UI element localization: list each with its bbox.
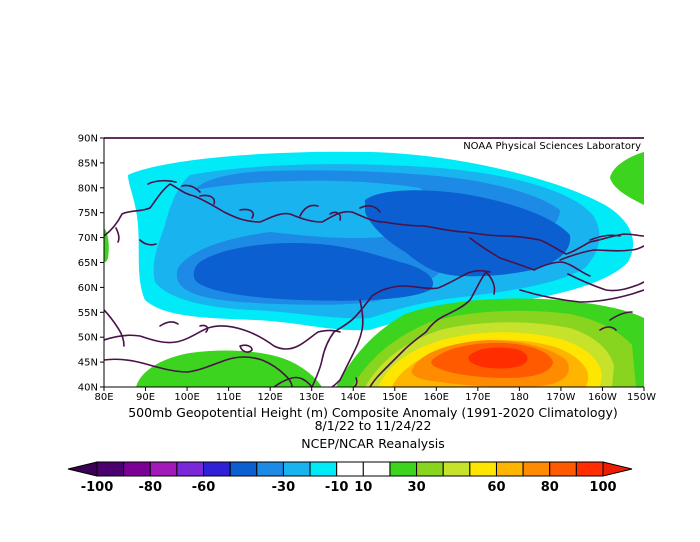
colorbar-swatch — [469, 461, 497, 477]
latitude-tick-label: 50N — [78, 333, 98, 344]
longitude-tick-label: 180 — [510, 392, 529, 403]
longitude-tick-label: 170E — [465, 392, 490, 403]
colorbar-swatch — [575, 461, 604, 477]
colorbar-swatch — [389, 461, 418, 477]
longitude-tick-label: 80E — [94, 392, 113, 403]
latitude-tick-label: 90N — [78, 134, 98, 145]
latitude-tick-label: 65N — [78, 258, 98, 269]
longitude-tick-label: 160E — [424, 392, 449, 403]
longitude-tick-label: 90E — [136, 392, 155, 403]
colorbar-label: 60 — [487, 480, 505, 495]
longitude-tick-label: 120E — [257, 392, 282, 403]
colorbar-swatch — [256, 461, 284, 477]
colorbar-right-cap — [602, 461, 633, 477]
longitude-tick-label: 150W — [627, 392, 656, 403]
colorbar-left-cap — [67, 461, 98, 477]
colorbar-swatch — [416, 461, 444, 477]
date-range: 8/1/22 to 11/24/22 — [315, 418, 432, 433]
longitude-tick-label: 100E — [174, 392, 199, 403]
coastlines — [104, 179, 644, 387]
latitude-tick-label: 40N — [78, 383, 98, 394]
colorbar-label: 100 — [589, 480, 616, 495]
longitude-tick-label: 110E — [216, 392, 241, 403]
latitude-axis: 90N 85N 80N 75N 70N 65N 60N 55N 50N 45N 40N — [78, 134, 104, 394]
colorbar-swatch — [176, 461, 205, 477]
colorbar-label: -10 — [325, 480, 349, 495]
colorbar-label: 80 — [541, 480, 559, 495]
colorbar-swatch — [336, 461, 364, 477]
longitude-tick-label: 160W — [588, 392, 617, 403]
colorbar — [67, 461, 633, 477]
colorbar-swatch — [309, 461, 338, 477]
latitude-tick-label: 55N — [78, 308, 98, 319]
colorbar-label: -30 — [272, 480, 296, 495]
colorbar-label: -100 — [81, 480, 114, 495]
latitude-tick-label: 60N — [78, 283, 98, 294]
latitude-tick-label: 70N — [78, 233, 98, 244]
colorbar-swatch — [495, 461, 524, 477]
colorbar-swatch — [229, 461, 258, 477]
colorbar-labels: -100 -80 -60 -30 -10 10 30 60 80 100 — [81, 480, 617, 495]
colorbar-label: 30 — [408, 480, 426, 495]
longitude-tick-label: 170W — [546, 392, 575, 403]
longitude-tick-label: 130E — [299, 392, 324, 403]
colorbar-swatch — [442, 461, 471, 477]
strong-negative-anomaly-region-west — [193, 242, 434, 301]
figure-title: 500mb Geopotential Height (m) Composite … — [128, 405, 618, 420]
colorbar-swatch — [123, 461, 151, 477]
colorbar-label: -60 — [192, 480, 216, 495]
credit-label: NOAA Physical Sciences Laboratory — [463, 141, 641, 152]
positive-anomaly-region-west-edge — [104, 228, 109, 262]
longitude-tick-label: 150E — [382, 392, 407, 403]
colorbar-swatch — [96, 461, 125, 477]
longitude-axis: 80E 90E 100E 110E 120E 130E 140E 150E 160E 170E 18… — [94, 387, 656, 403]
colorbar-swatch — [282, 461, 311, 477]
colorbar-swatch — [549, 461, 577, 477]
positive-anomaly-region-southwest — [136, 350, 322, 387]
latitude-tick-label: 45N — [78, 358, 98, 369]
colorbar-label: -80 — [139, 480, 163, 495]
colorbar-label: 10 — [354, 480, 372, 495]
longitude-tick-label: 140E — [341, 392, 366, 403]
latitude-tick-label: 85N — [78, 158, 98, 169]
colorbar-swatch — [362, 461, 391, 477]
colorbar-swatch — [149, 461, 178, 477]
latitude-tick-label: 80N — [78, 183, 98, 194]
positive-anomaly-region-northeast — [610, 152, 644, 205]
colorbar-swatch — [203, 461, 231, 477]
strong-negative-anomaly-region-east — [365, 190, 571, 277]
data-source: NCEP/NCAR Reanalysis — [301, 436, 444, 451]
map-plot-area — [104, 151, 644, 387]
latitude-tick-label: 75N — [78, 208, 98, 219]
positive-anomaly-core — [468, 347, 528, 369]
colorbar-swatch — [522, 461, 551, 477]
